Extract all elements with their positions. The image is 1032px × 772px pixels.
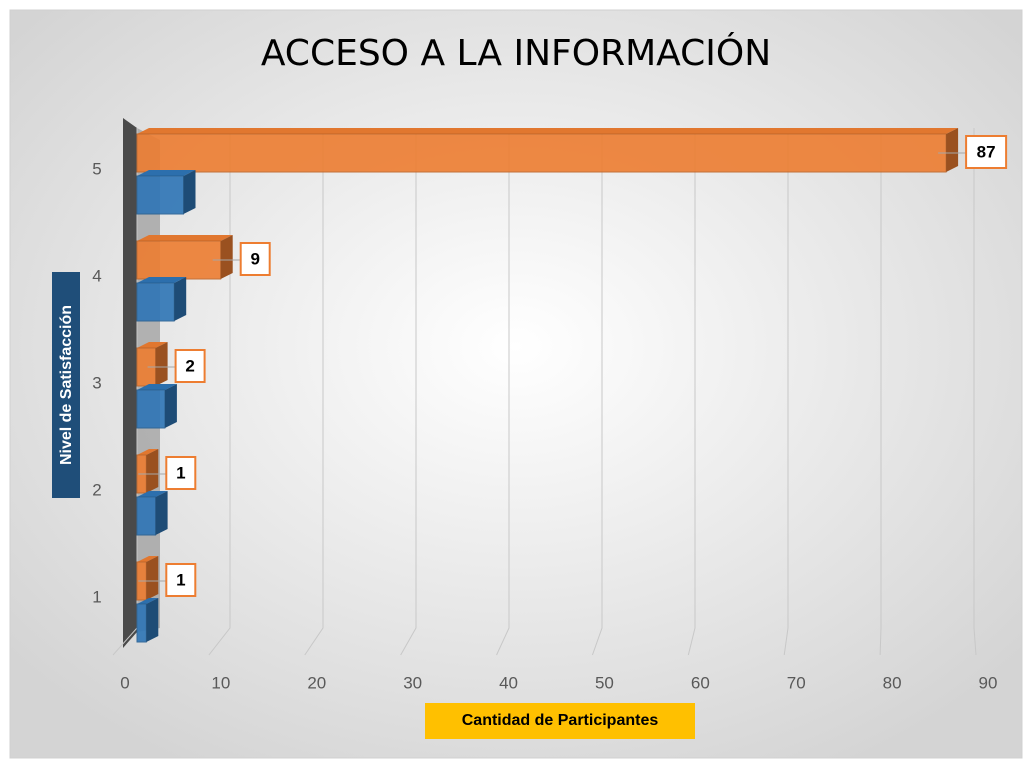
grid-line (496, 128, 510, 656)
bar-side (146, 598, 159, 642)
bar (136, 603, 147, 643)
bar-top (137, 128, 959, 134)
bar-side (155, 491, 168, 535)
grid-line (879, 128, 882, 656)
value-label: 87 (977, 142, 996, 161)
x-tick-label: 50 (595, 673, 614, 692)
grid-line (687, 128, 696, 656)
x-tick-label: 80 (883, 673, 902, 692)
x-tick-label: 70 (787, 673, 806, 692)
bar-top (137, 277, 187, 283)
y-axis-title: Nivel de Satisfacción (58, 305, 75, 465)
value-label: 2 (185, 356, 194, 375)
x-tick-label: 20 (307, 673, 326, 692)
bar (136, 240, 222, 280)
bar (136, 389, 166, 429)
x-title-box (425, 703, 695, 739)
left-wall (123, 118, 137, 648)
bar-side (146, 449, 159, 493)
x-tick-label: 60 (691, 673, 710, 692)
bar-top (137, 491, 168, 497)
y-tick-label: 3 (92, 373, 101, 392)
x-tick-label: 30 (403, 673, 422, 692)
y-tick-label: 4 (92, 266, 101, 285)
value-label: 1 (176, 463, 185, 482)
bar-top (137, 342, 168, 348)
bar-side (174, 277, 187, 321)
grid-line (400, 128, 417, 656)
bar-side (164, 384, 177, 428)
value-label-box (174, 349, 206, 383)
value-label-box (165, 563, 197, 597)
bar (136, 133, 947, 173)
bar (136, 175, 184, 215)
bar-top (137, 235, 233, 241)
x-tick-label: 90 (979, 673, 998, 692)
bar-top (137, 384, 177, 390)
bar-top (137, 449, 159, 455)
x-tick-label: 40 (499, 673, 518, 692)
x-tick-label: 10 (211, 673, 230, 692)
bar-side (220, 235, 233, 279)
chart-title: ACCESO A LA INFORMACIÓN (261, 32, 771, 74)
bar-top (137, 556, 159, 562)
grid-line (783, 128, 789, 656)
x-tick-label: 0 (120, 673, 129, 692)
bar (136, 282, 175, 322)
bar-side (155, 342, 168, 386)
grid-line (591, 128, 603, 656)
y-tick-label: 5 (92, 159, 101, 178)
value-label-box (239, 242, 271, 276)
grid-line (208, 128, 231, 656)
bar-top (137, 598, 159, 604)
value-label: 9 (250, 249, 259, 268)
value-label-box (965, 135, 1008, 169)
value-label: 1 (176, 570, 185, 589)
y-tick-label: 1 (92, 587, 101, 606)
grid-line (973, 128, 977, 656)
y-title-box (52, 272, 80, 498)
bar-side (183, 170, 196, 214)
x-axis-title: Cantidad de Participantes (462, 712, 659, 729)
grid-line (304, 128, 324, 656)
bar-top (137, 170, 196, 176)
bar-side (146, 556, 159, 600)
value-label-box (165, 456, 197, 490)
y-tick-label: 2 (92, 480, 101, 499)
bar (136, 496, 157, 536)
bar-side (946, 128, 959, 172)
